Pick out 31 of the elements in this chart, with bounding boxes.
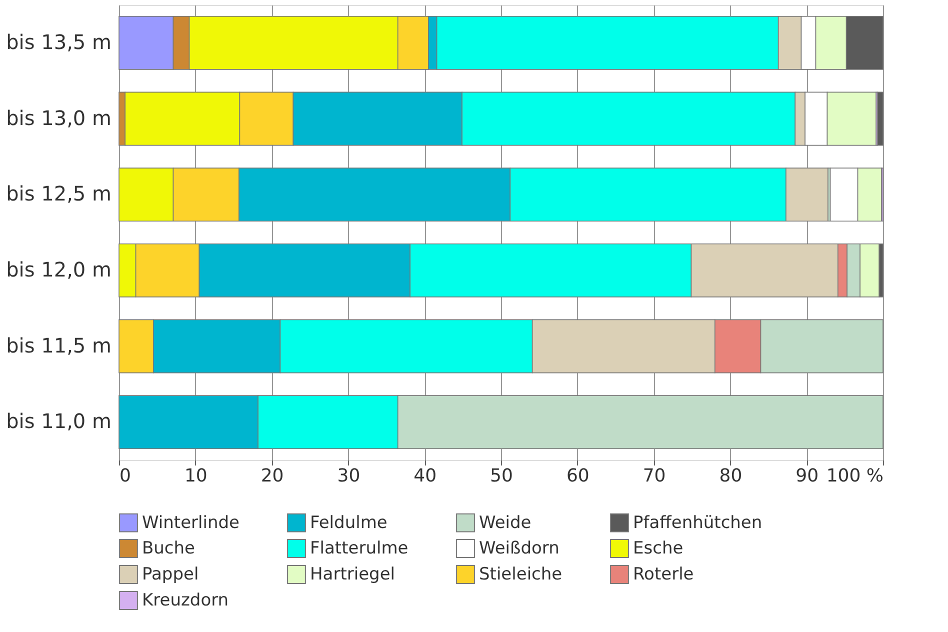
legend-label: Pappel: [142, 564, 199, 584]
y-tick-label: bis 11,5 m: [6, 333, 112, 358]
legend-label: Weide: [479, 512, 532, 533]
legend-label: Kreuzdorn: [142, 590, 229, 610]
x-tick-label: 60: [566, 466, 590, 486]
bar: [877, 92, 884, 146]
legend-label: Esche: [633, 538, 684, 558]
legend-label: Winterlinde: [142, 512, 240, 533]
x-tick-label: 80: [719, 466, 742, 486]
legend-label: Hartriegel: [310, 564, 395, 584]
x-tick-label: 100 %: [826, 466, 884, 486]
legend-label: Feldulme: [310, 512, 388, 533]
x-tick-label: 0: [120, 466, 131, 486]
x-tick-label: 10: [184, 466, 208, 486]
legend-label: Flatterulme: [310, 538, 408, 558]
y-tick-label: bis 12,0 m: [6, 257, 112, 282]
legend-label: Weißdorn: [479, 538, 560, 558]
legend-label: Stieleiche: [479, 564, 562, 584]
x-tick-label: 50: [490, 466, 513, 486]
y-tick-label: bis 13,5 m: [6, 30, 112, 54]
x-tick-label: 40: [414, 466, 437, 486]
x-tick-label: 90: [796, 466, 819, 486]
legend-label: Pfaffenhütchen: [633, 512, 762, 533]
legend-label: Roterle: [633, 564, 694, 584]
x-tick-label: 70: [642, 466, 666, 486]
y-tick-label: bis 13,0 m: [6, 106, 112, 130]
legend-label: Buche: [142, 538, 196, 558]
y-tick-label: bis 12,5 m: [6, 182, 112, 206]
x-tick-label: 30: [337, 466, 360, 486]
x-tick-label: 20: [260, 466, 284, 486]
y-tick-label: bis 11,0 m: [6, 409, 112, 434]
